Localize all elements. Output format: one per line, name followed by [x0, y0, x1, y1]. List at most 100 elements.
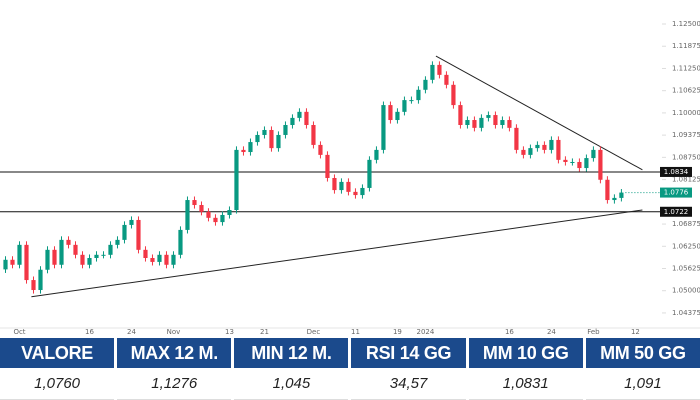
candle-body: [24, 244, 29, 281]
table-cell: 34,57: [351, 369, 466, 400]
candle: [164, 251, 169, 269]
x-tick-label: 16: [85, 328, 94, 336]
table-header: MAX 12 M.: [117, 338, 232, 368]
candle: [318, 141, 323, 159]
candle: [150, 254, 155, 266]
candle: [143, 246, 148, 262]
candle: [451, 81, 456, 109]
candle: [591, 146, 596, 162]
candle-body: [395, 111, 400, 121]
candle-body: [388, 105, 393, 121]
candle-body: [290, 117, 295, 126]
candle-body: [3, 259, 8, 270]
price-label: 1.0722: [664, 208, 689, 216]
candle-body: [311, 125, 316, 145]
y-tick-label: 1.11250: [672, 64, 700, 72]
candle: [17, 241, 22, 269]
candle-body: [220, 214, 225, 223]
candle-body: [619, 192, 624, 198]
candle: [136, 216, 141, 254]
candle: [500, 116, 505, 129]
candle: [66, 236, 71, 249]
candle-body: [381, 105, 386, 150]
candle-body: [409, 100, 414, 102]
x-tick-label: 19: [393, 328, 402, 336]
candle: [129, 216, 134, 229]
candle: [290, 114, 295, 129]
table-header: MIN 12 M.: [234, 338, 349, 368]
stats-table: VALORE MAX 12 M. MIN 12 M. RSI 14 GG MM 10 G…: [0, 338, 700, 400]
candle-body: [402, 100, 407, 112]
candle-body: [367, 159, 372, 188]
candle-body: [353, 191, 358, 196]
candle-body: [192, 200, 197, 206]
candle-body: [570, 161, 575, 163]
candle-body: [521, 149, 526, 155]
candle-body: [332, 177, 337, 191]
candle-body: [528, 148, 533, 155]
last-price-label: 1.0776: [664, 189, 689, 197]
candle-body: [171, 254, 176, 265]
candle: [563, 156, 568, 166]
candle-body: [115, 239, 120, 245]
candle: [430, 61, 435, 84]
candle-body: [206, 211, 211, 218]
candle-body: [598, 149, 603, 180]
candle: [297, 108, 302, 122]
candle: [122, 221, 127, 244]
x-tick-label: 11: [351, 328, 360, 336]
candle: [45, 246, 50, 274]
candle-body: [262, 129, 267, 135]
table-header: MM 10 GG: [468, 338, 583, 368]
y-tick-label: 1.09375: [672, 131, 700, 139]
candle: [24, 241, 29, 284]
candle: [507, 116, 512, 132]
candle-body: [465, 120, 470, 126]
candle: [409, 96, 414, 104]
y-tick-label: 1.10625: [672, 87, 700, 95]
candle-body: [87, 258, 92, 265]
y-tick-label: 1.10000: [672, 109, 700, 117]
candle: [94, 251, 99, 262]
candle-body: [584, 158, 589, 169]
candle-body: [241, 149, 246, 153]
candle: [10, 256, 15, 269]
candle-body: [178, 229, 183, 255]
candle: [206, 208, 211, 222]
candle: [472, 116, 477, 132]
candle: [584, 154, 589, 172]
candle-body: [535, 144, 540, 149]
candle-body: [444, 74, 449, 85]
candle-body: [563, 159, 568, 162]
table-header: VALORE: [0, 338, 115, 368]
candle-body: [136, 219, 141, 250]
candle-body: [255, 134, 260, 143]
candle-body: [122, 224, 127, 240]
candle-body: [360, 187, 365, 196]
candle: [276, 131, 281, 152]
candle-body: [339, 181, 344, 191]
table-header: RSI 14 GG: [351, 338, 466, 368]
candle-body: [234, 149, 239, 210]
candle-body: [143, 249, 148, 259]
candle-body: [493, 115, 498, 126]
table-header: MM 50 GG: [585, 338, 700, 368]
candle-body: [269, 129, 274, 149]
trendline: [435, 55, 643, 171]
candle-body: [129, 219, 134, 225]
candle-body: [94, 254, 99, 259]
y-tick-label: 1.12500: [672, 20, 700, 28]
candle-body: [31, 280, 36, 291]
candle: [73, 241, 78, 259]
candle-body: [59, 239, 64, 265]
candle-body: [101, 254, 106, 256]
candle-body: [500, 120, 505, 126]
candle-body: [73, 244, 78, 255]
x-tick-label: 12: [631, 328, 640, 336]
candle-body: [486, 115, 491, 118]
x-tick-label: 2024: [417, 328, 435, 336]
candle: [87, 254, 92, 269]
candle-body: [430, 64, 435, 80]
candle: [528, 144, 533, 159]
